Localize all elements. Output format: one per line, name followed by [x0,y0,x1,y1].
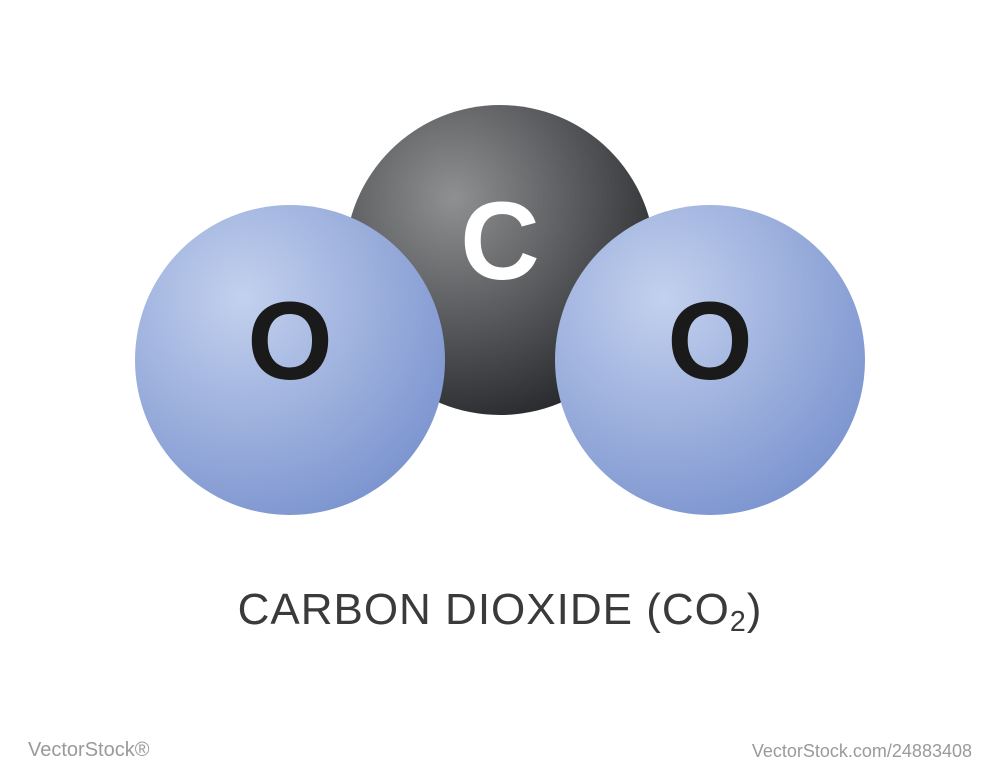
watermark-right-text: VectorStock.com/24883408 [752,741,972,761]
watermark-left-text: VectorStock® [28,739,149,761]
molecule-diagram: C O O CARBON DIOXIDE (CO2) VectorStock® Ve… [0,0,1000,780]
molecule-caption: CARBON DIOXIDE (CO2) [0,585,1000,635]
watermark-right: VectorStock.com/24883408 [752,741,972,762]
caption-subscript: 2 [730,606,747,638]
atom-oxygen-left: O [135,205,445,515]
atom-label-oxygen-left: O [247,287,333,397]
atom-label-carbon: C [460,187,539,297]
atom-oxygen-right: O [555,205,865,515]
atom-label-oxygen-right: O [667,287,753,397]
caption-prefix: CARBON DIOXIDE (CO [238,585,730,634]
caption-suffix: ) [747,585,763,634]
watermark-left: VectorStock® [28,739,149,762]
